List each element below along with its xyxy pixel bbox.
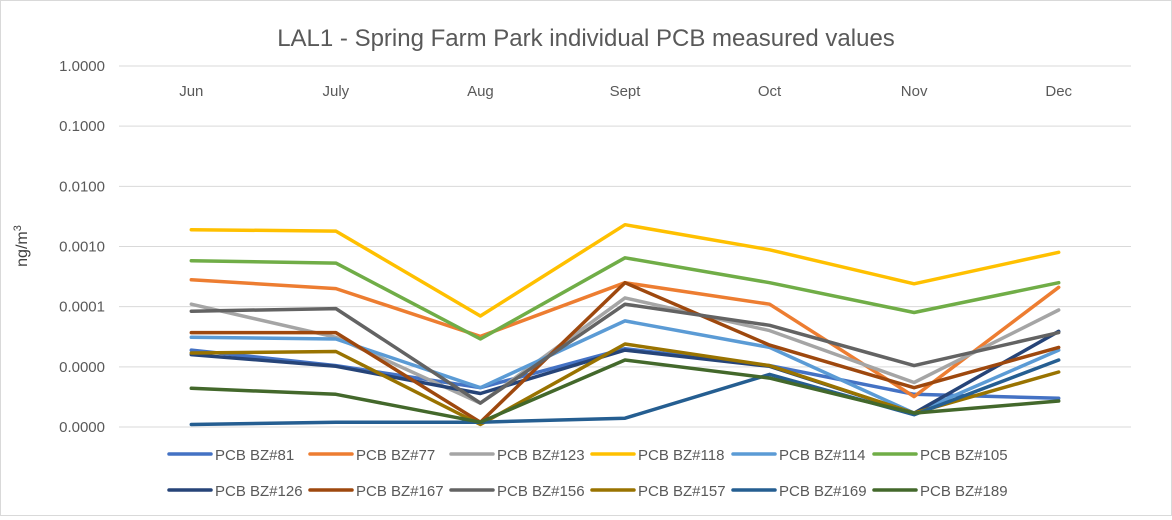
- legend-label: PCB BZ#114: [779, 447, 865, 464]
- legend-label: PCB BZ#157: [638, 483, 726, 500]
- x-tick-label: Nov: [901, 83, 928, 100]
- y-axis-label: ng/m3: [12, 225, 31, 267]
- legend: PCB BZ#81 PCB BZ#77 PCB BZ#123 PCB BZ#118 PC…: [167, 447, 1008, 500]
- legend-label: PCB BZ#77: [356, 447, 435, 464]
- legend-label: PCB BZ#169: [779, 483, 867, 500]
- x-tick-label: Oct: [758, 83, 782, 100]
- legend-label: PCB BZ#123: [497, 447, 585, 464]
- x-tick-label: Jun: [179, 83, 203, 100]
- legend-item: PCB BZ#123: [449, 447, 585, 464]
- legend-item: PCB BZ#81: [167, 447, 294, 464]
- legend-label: PCB BZ#156: [497, 483, 585, 500]
- y-tick-label: 1.0000: [59, 58, 105, 75]
- legend-item: PCB BZ#126: [167, 483, 303, 500]
- y-tick-label: 0.0000: [59, 419, 105, 436]
- x-tick-labels: Jun July Aug Sept Oct Nov Dec: [179, 83, 1072, 100]
- series-line: [189, 302, 1061, 405]
- legend-item: PCB BZ#105: [872, 447, 1008, 464]
- legend-item: PCB BZ#167: [308, 483, 444, 500]
- legend-item: PCB BZ#118: [590, 447, 724, 464]
- series-line: [189, 280, 1061, 424]
- legend-label: PCB BZ#126: [215, 483, 303, 500]
- legend-item: PCB BZ#114: [731, 447, 865, 464]
- y-axis-label-sup: 3: [12, 225, 24, 231]
- y-tick-label: 0.1000: [59, 118, 105, 135]
- legend-item: PCB BZ#189: [872, 483, 1008, 500]
- y-tick-label: 0.0010: [59, 239, 105, 256]
- legend-item: PCB BZ#156: [449, 483, 585, 500]
- y-tick-labels: 0.0000 0.0000 0.0001 0.0010 0.0100 0.1000 1.00…: [59, 58, 105, 436]
- series-layer: [189, 222, 1061, 427]
- series-line: [189, 256, 1061, 341]
- x-tick-label: Aug: [467, 83, 494, 100]
- y-tick-label: 0.0100: [59, 178, 105, 195]
- y-axis-label-base: ng/m: [14, 231, 31, 267]
- series-line: [189, 222, 1061, 318]
- chart-title: LAL1 - Spring Farm Park individual PCB m…: [277, 25, 895, 52]
- x-tick-label: July: [323, 83, 350, 100]
- x-tick-label: Sept: [610, 83, 642, 100]
- legend-label: PCB BZ#118: [638, 447, 724, 464]
- x-tick-label: Dec: [1045, 83, 1072, 100]
- legend-label: PCB BZ#105: [920, 447, 1008, 464]
- legend-item: PCB BZ#169: [731, 483, 867, 500]
- legend-label: PCB BZ#81: [215, 447, 294, 464]
- legend-label: PCB BZ#167: [356, 483, 444, 500]
- legend-label: PCB BZ#189: [920, 483, 1008, 500]
- legend-item: PCB BZ#157: [590, 483, 726, 500]
- y-tick-label: 0.0001: [59, 299, 105, 316]
- grid-layer: [119, 65, 1131, 428]
- y-tick-label: 0.0000: [59, 359, 105, 376]
- series-line: [189, 358, 1061, 424]
- legend-item: PCB BZ#77: [308, 447, 435, 464]
